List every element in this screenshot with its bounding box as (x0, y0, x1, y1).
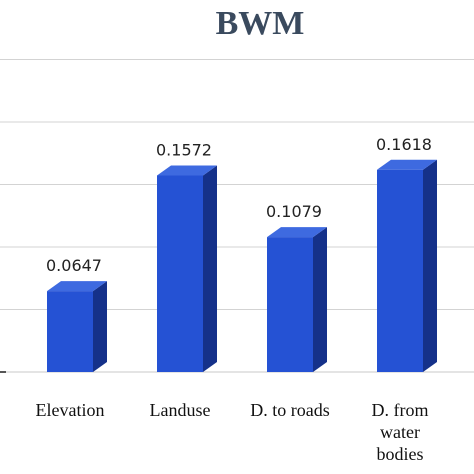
bar-side (313, 227, 327, 372)
bar-side (423, 159, 437, 372)
data-label: 0.1618 (376, 135, 432, 154)
category-label: Elevation (36, 400, 105, 420)
category-labels: Elevation Landuse D. to roads D. from water b… (36, 400, 429, 464)
bar-top (377, 159, 437, 170)
bar-3 (267, 227, 327, 372)
data-label: 0.0647 (46, 256, 102, 275)
bars (47, 159, 437, 372)
bar-4 (377, 159, 437, 372)
bar-side (93, 281, 107, 372)
data-label: 0.1079 (266, 202, 322, 221)
bar-front (267, 237, 313, 372)
bar-front (377, 169, 423, 372)
bar-2 (157, 165, 217, 372)
category-label: Landuse (150, 400, 211, 420)
data-labels: 0.0647 0.1572 0.1079 0.1618 (46, 135, 432, 275)
bar-1 (47, 281, 107, 372)
chart-title: BWM (216, 5, 305, 42)
category-label: D. to roads (250, 400, 330, 420)
bar-top (157, 165, 217, 176)
category-label: D. from water bodies (372, 400, 429, 464)
bar-front (47, 291, 93, 372)
bar-front (157, 175, 203, 372)
bar-top (47, 281, 107, 292)
data-label: 0.1572 (156, 141, 212, 160)
bar-top (267, 227, 327, 238)
bar-side (203, 165, 217, 372)
